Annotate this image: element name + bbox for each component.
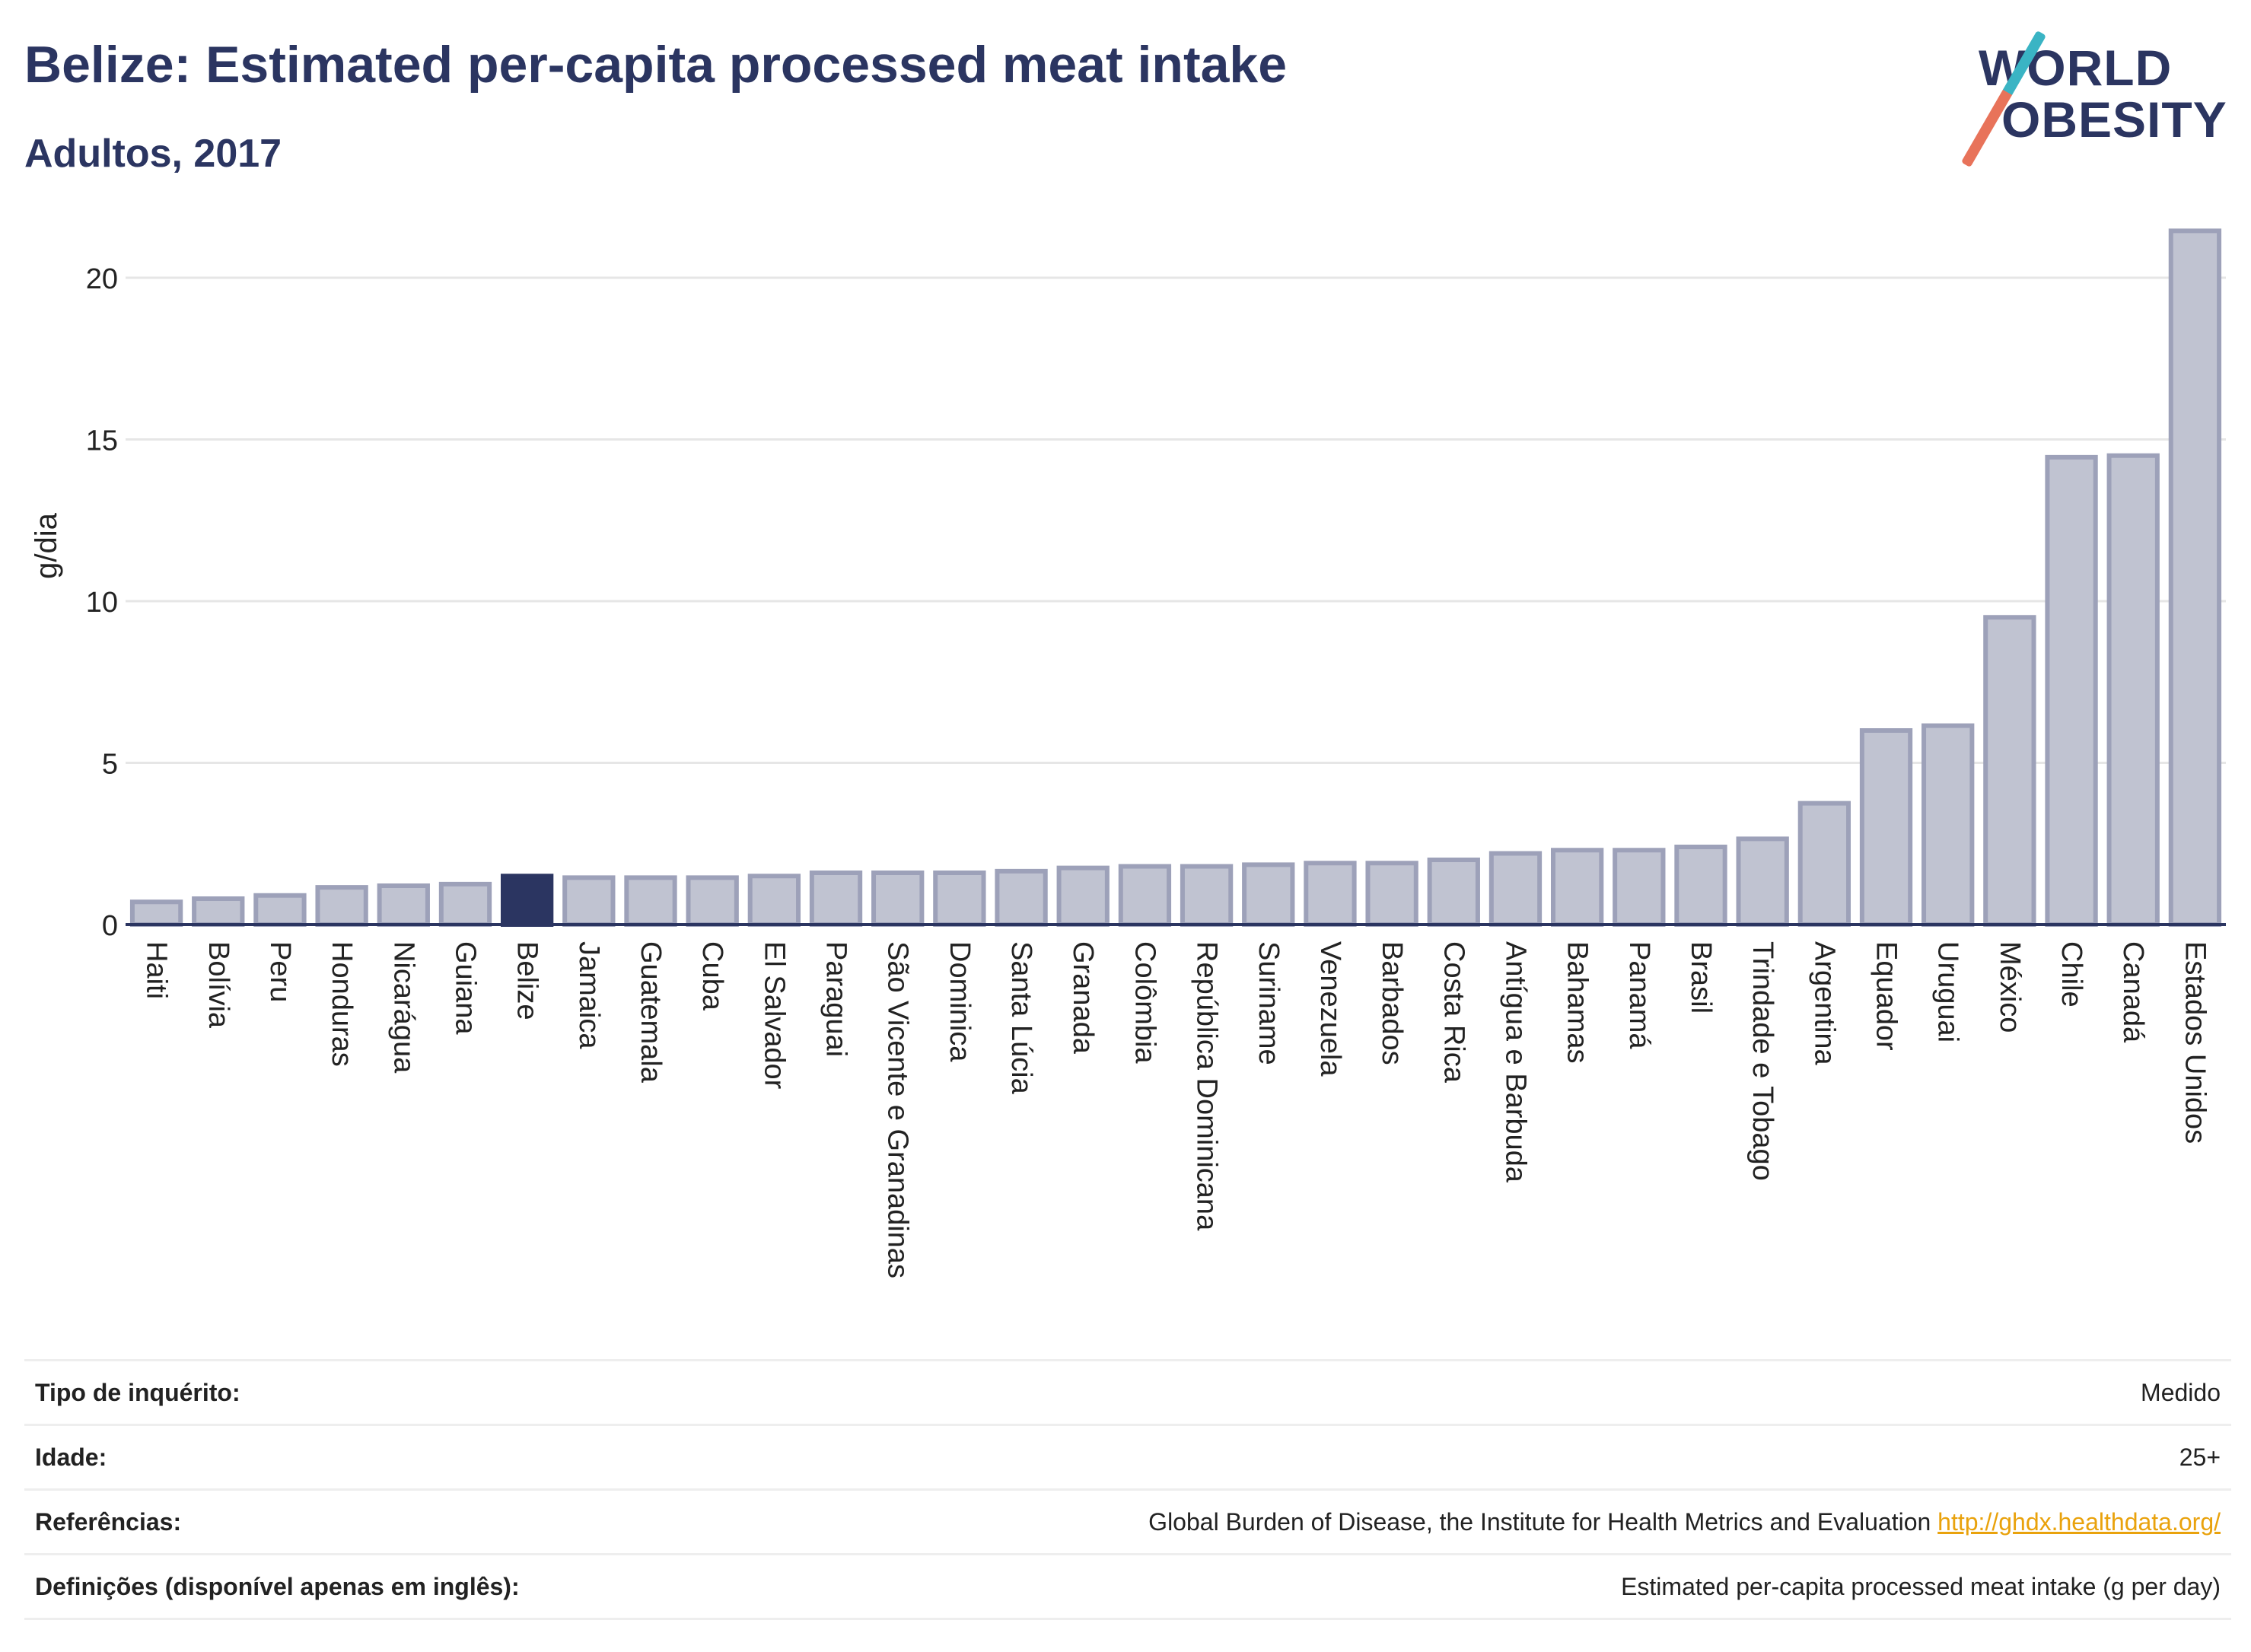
bar-33 [2168, 228, 2222, 927]
bar-28 [1859, 728, 1913, 927]
bar-9 [686, 875, 739, 927]
info-value: Estimated per-capita processed meat inta… [1621, 1572, 2221, 1600]
bar-3 [315, 885, 368, 927]
bar-32 [2106, 453, 2160, 927]
info-value: Medido [2141, 1378, 2221, 1406]
bar-chart: 0 5 10 15 20 g/dia Haiti Bolívia Peru Honduras Nic… [30, 228, 2226, 1278]
x-tick-label: Panamá [1623, 941, 1655, 1049]
info-value: 25+ [2179, 1443, 2221, 1471]
bar-24 [1613, 848, 1666, 927]
x-tick-label: Equador [1871, 941, 1902, 1051]
chart-subtitle: Adultos, 2017 [24, 132, 282, 176]
y-tick-label: 15 [86, 425, 118, 457]
x-tick-label: Trindade e Tobago [1746, 941, 1778, 1181]
x-tick-label: Antígua e Barbuda [1499, 941, 1531, 1183]
bar-25 [1674, 845, 1727, 927]
reference-link[interactable]: http://ghdx.healthdata.org/ [1937, 1507, 2221, 1536]
info-key: Referências: [35, 1507, 182, 1536]
bar-13 [933, 871, 986, 927]
x-tick-label: Dominica [944, 941, 976, 1062]
y-tick-label: 0 [102, 910, 118, 942]
x-tick-label: Estados Unidos [2179, 941, 2211, 1144]
x-tick-label: Bahamas [1562, 941, 1594, 1064]
info-value: Global Burden of Disease, the Institute … [1148, 1508, 2231, 1536]
x-tick-label: Peru [264, 941, 296, 1002]
x-tick-label: Guatemala [635, 941, 667, 1084]
world-obesity-logo: WORLD OBESITY [1960, 27, 2230, 168]
bar-23 [1550, 848, 1604, 927]
bar-29 [1921, 723, 1975, 927]
bar-5 [438, 881, 492, 927]
x-tick-label: Paraguai [820, 941, 852, 1057]
bar-17 [1180, 864, 1234, 927]
x-tick-label: Nicarágua [387, 941, 419, 1074]
x-tick-label: Belize [511, 941, 543, 1020]
x-tick-label: Cuba [696, 941, 728, 1011]
x-tick-label: Venezuela [1314, 941, 1346, 1077]
bar-14 [995, 868, 1048, 927]
chart-title: Belize: Estimated per-capita processed m… [24, 36, 1288, 94]
bar-30 [1983, 615, 2036, 927]
x-tick-label: Bolívia [202, 941, 234, 1029]
bar-18 [1242, 862, 1295, 927]
x-tick-label: Chile [2055, 941, 2087, 1007]
bar-4 [377, 883, 430, 927]
bar-22 [1488, 851, 1543, 927]
bar-16 [1118, 864, 1172, 927]
x-tick-label: Jamaica [573, 941, 605, 1049]
x-tick-label: Santa Lúcia [1005, 941, 1037, 1095]
y-axis-label: g/dia [30, 512, 63, 578]
x-tick-label: México [1994, 941, 2026, 1033]
x-tick-label: Costa Rica [1438, 941, 1469, 1084]
info-row-age: Idade: 25+ [24, 1424, 2231, 1488]
x-tick-label: São Vicente e Granadinas [882, 941, 914, 1278]
logo-line-obesity: OBESITY [2001, 91, 2227, 148]
x-tick-label: Guiana [449, 941, 481, 1035]
bar-19 [1304, 861, 1357, 927]
x-tick-label: Uruguai [1932, 941, 1964, 1042]
bar-6 [500, 874, 554, 927]
bar-31 [2045, 454, 2098, 927]
x-tick-label: Granada [1067, 941, 1099, 1055]
x-tick-label: Haiti [141, 941, 173, 999]
bar-15 [1056, 865, 1110, 927]
x-tick-label: Suriname [1253, 941, 1285, 1065]
x-tick-label: Barbados [1376, 941, 1408, 1065]
info-key: Definições (disponível apenas em inglês)… [35, 1572, 520, 1600]
bar-21 [1427, 858, 1480, 927]
y-tick-label: 20 [86, 263, 118, 295]
x-tick-label: El Salvador [758, 941, 790, 1090]
x-tick-label: Canadá [2117, 941, 2149, 1043]
bar-12 [871, 871, 925, 927]
y-tick-label: 5 [102, 749, 118, 781]
info-row-references: Referências: Global Burden of Disease, t… [24, 1488, 2231, 1553]
info-key: Idade: [35, 1443, 107, 1471]
bar-20 [1365, 861, 1418, 927]
bar-0 [129, 899, 183, 927]
bar-8 [624, 875, 677, 927]
x-tick-label: Argentina [1808, 941, 1840, 1066]
bar-2 [253, 893, 307, 927]
bar-11 [809, 871, 863, 927]
x-tick-label: Brasil [1685, 941, 1717, 1014]
info-row-survey-type: Tipo de inquérito: Medido [24, 1359, 2231, 1424]
x-tick-label: Colômbia [1129, 941, 1161, 1064]
info-key: Tipo de inquérito: [35, 1378, 240, 1406]
bar-10 [747, 874, 801, 927]
bar-26 [1736, 836, 1789, 927]
info-table: Tipo de inquérito: Medido Idade: 25+ Ref… [24, 1359, 2231, 1620]
x-tick-label: Honduras [326, 941, 358, 1067]
bar-7 [562, 875, 616, 927]
reference-text: Global Burden of Disease, the Institute … [1148, 1507, 1931, 1536]
y-tick-label: 10 [86, 587, 118, 619]
x-tick-label: República Dominicana [1191, 941, 1223, 1231]
bar-27 [1797, 801, 1851, 927]
bar-1 [192, 896, 245, 927]
info-row-definitions: Definições (disponível apenas em inglês)… [24, 1553, 2231, 1620]
